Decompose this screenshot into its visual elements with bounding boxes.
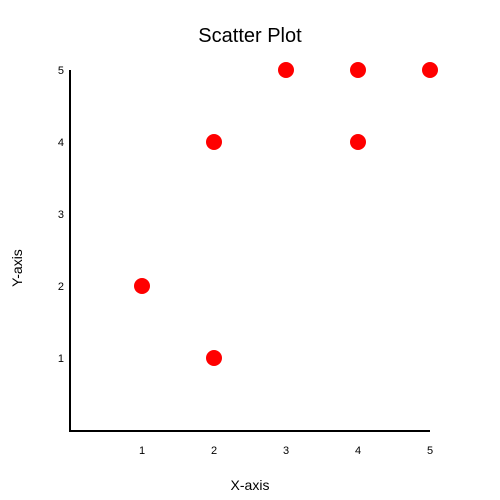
data-point bbox=[422, 62, 438, 78]
chart-title: Scatter Plot bbox=[198, 25, 302, 47]
y-tick-label: 5 bbox=[58, 65, 64, 77]
y-tick-label: 2 bbox=[58, 281, 64, 293]
y-tick-label: 4 bbox=[58, 137, 64, 149]
x-tick-label: 5 bbox=[427, 445, 433, 457]
data-point bbox=[206, 134, 222, 150]
data-point bbox=[350, 134, 366, 150]
x-tick-label: 2 bbox=[211, 445, 217, 457]
x-axis-label: X-axis bbox=[231, 477, 270, 493]
x-tick-label: 3 bbox=[283, 445, 289, 457]
x-tick-labels: 1 2 3 4 5 bbox=[139, 445, 433, 457]
y-tick-labels: 1 2 3 4 5 bbox=[58, 65, 64, 365]
data-point bbox=[206, 350, 222, 366]
x-tick-label: 4 bbox=[355, 445, 361, 457]
data-point bbox=[134, 278, 150, 294]
y-tick-label: 3 bbox=[58, 209, 64, 221]
data-point bbox=[278, 62, 294, 78]
y-axis-label: Y-axis bbox=[9, 249, 25, 287]
data-point bbox=[350, 62, 366, 78]
x-tick-label: 1 bbox=[139, 445, 145, 457]
data-points bbox=[134, 62, 438, 366]
y-tick-label: 1 bbox=[58, 353, 64, 365]
